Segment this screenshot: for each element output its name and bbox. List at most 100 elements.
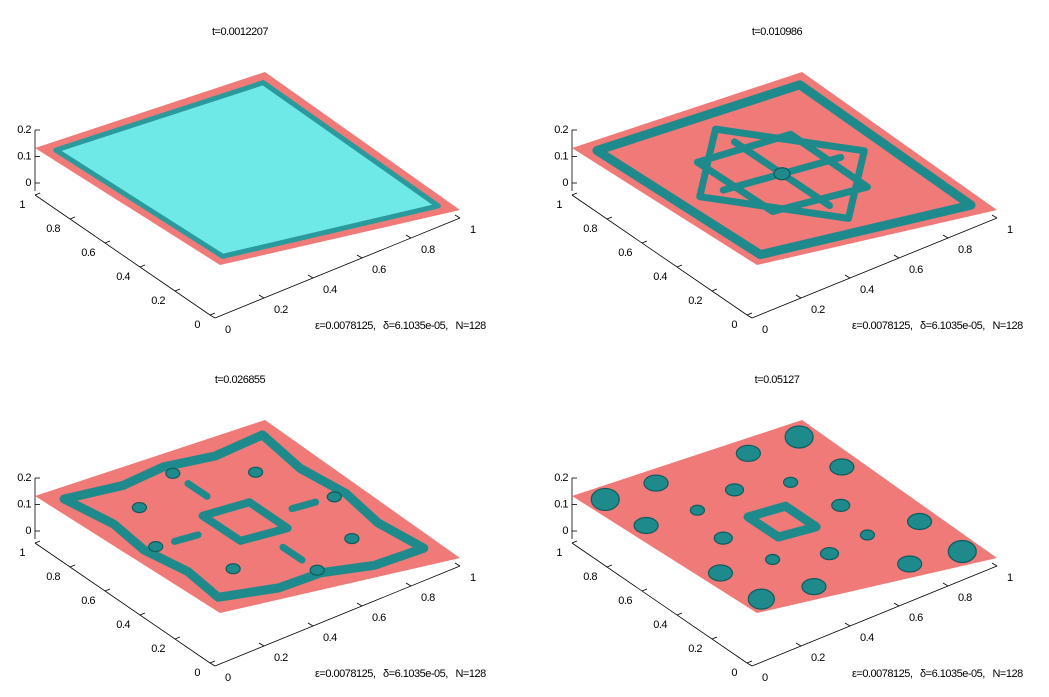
y-tick	[746, 312, 753, 316]
surface-peak	[248, 466, 264, 478]
x-tick-label: 0.6	[372, 612, 386, 624]
y-tick	[606, 564, 613, 568]
x-tick-label: 0	[762, 672, 768, 684]
y-tick-label: 0.8	[583, 571, 597, 583]
x-tick	[356, 602, 363, 607]
surface-peak	[747, 588, 775, 610]
y-tick-label: 0.2	[151, 295, 165, 307]
x-tick	[307, 274, 314, 279]
y-tick-label: 0.2	[688, 643, 702, 655]
y-tick-label: 0.6	[81, 247, 95, 259]
x-tick	[942, 582, 949, 587]
surface-peak	[735, 444, 761, 462]
x-tick	[209, 662, 216, 667]
surface-peak	[831, 498, 851, 512]
surface-ridge	[198, 498, 292, 545]
x-tick-label: 0.4	[860, 632, 874, 644]
y-tick	[711, 288, 718, 292]
surface-peak	[897, 555, 923, 573]
y-tick	[711, 636, 718, 640]
x-tick-label: 1	[1007, 224, 1013, 236]
surface-peak	[819, 547, 840, 561]
surface-plateau	[53, 80, 441, 259]
x-tick-label: 1	[1007, 572, 1013, 584]
surface-peak	[801, 578, 827, 596]
y-tick-label: 0.4	[116, 619, 130, 631]
surface-peak	[783, 476, 799, 488]
y-tick-label: 1	[19, 547, 25, 559]
y-tick-label: 0	[194, 667, 200, 679]
subplot: 00.20.40.60.8100.20.40.60.8100.10.2t=0.0…	[554, 374, 1023, 684]
y-tick-label: 1	[556, 547, 562, 559]
surface-peak	[326, 491, 342, 503]
y-tick	[69, 216, 76, 220]
x-tick-label: 0.4	[323, 284, 337, 296]
parameter-annotation: ε=0.0078125, δ=6.1035e-05, N=128	[315, 668, 486, 680]
surface-peak	[829, 458, 855, 476]
surface-ridge	[279, 543, 306, 564]
x-tick	[746, 314, 753, 319]
surface-peak	[947, 539, 977, 564]
y-tick-label: 0.4	[653, 619, 667, 631]
z-tick-label: 0.1	[17, 498, 31, 510]
axis-line	[214, 565, 461, 667]
parameter-annotation: ε=0.0078125, δ=6.1035e-05, N=128	[315, 320, 486, 332]
x-tick-label: 0	[225, 324, 231, 336]
surface-ridge	[592, 80, 976, 260]
x-tick-label: 0.2	[811, 652, 825, 664]
x-tick-label: 0.2	[274, 652, 288, 664]
surface-peak	[713, 531, 733, 545]
surface-peak	[590, 487, 620, 512]
chart-title: t=0.026855	[215, 374, 266, 386]
surface-peak	[148, 541, 164, 553]
y-tick	[174, 636, 181, 640]
y-tick	[641, 588, 648, 592]
x-tick-label: 0.4	[860, 284, 874, 296]
y-tick-label: 0.8	[583, 223, 597, 235]
y-tick	[34, 192, 41, 196]
x-tick	[795, 294, 802, 299]
y-tick-label: 0	[731, 319, 737, 331]
subplot-body: 00.20.40.60.8100.20.40.60.8100.10.2t=0.0…	[554, 374, 1023, 684]
x-tick	[844, 622, 851, 627]
axis-line	[751, 565, 998, 667]
x-tick-label: 0.2	[274, 304, 288, 316]
subplot-body: 00.20.40.60.8100.20.40.60.8100.10.2t=0.0…	[554, 26, 1023, 336]
x-tick-label: 0.8	[421, 244, 435, 256]
y-tick-label: 0.6	[618, 247, 632, 259]
x-tick	[209, 314, 216, 319]
y-tick-label: 0.2	[688, 295, 702, 307]
subplot-body: 00.20.40.60.8100.20.40.60.8100.10.2t=0.0…	[17, 374, 486, 684]
z-tick-label: 0.1	[17, 150, 31, 162]
y-tick	[606, 216, 613, 220]
y-tick-label: 0.4	[116, 271, 130, 283]
x-tick	[942, 234, 949, 239]
surface-peak	[165, 467, 181, 479]
surface-ridge	[59, 430, 429, 602]
y-tick-label: 0.2	[151, 643, 165, 655]
axis-line	[34, 194, 211, 316]
y-tick	[139, 612, 146, 616]
surface-ridge	[693, 130, 871, 216]
x-tick	[795, 642, 802, 647]
surface-peak	[707, 564, 734, 582]
surface-peak	[906, 512, 933, 531]
surface-peak	[344, 532, 360, 545]
y-tick	[34, 540, 41, 544]
axis-line	[34, 542, 211, 664]
subplot-body: 00.20.40.60.8100.20.40.60.8100.10.2t=0.0…	[17, 26, 486, 336]
axis-line	[571, 194, 748, 316]
z-tick-label: 0.1	[554, 150, 568, 162]
x-tick-label: 0	[762, 324, 768, 336]
x-tick-label: 0.6	[909, 264, 923, 276]
y-tick	[104, 588, 111, 592]
y-tick-label: 0	[731, 667, 737, 679]
x-tick	[258, 294, 265, 299]
axis-line	[214, 217, 461, 319]
parameter-annotation: ε=0.0078125, δ=6.1035e-05, N=128	[852, 320, 1023, 332]
z-tick-label: 0.2	[17, 472, 31, 484]
x-tick	[454, 214, 461, 219]
x-tick-label: 0	[225, 672, 231, 684]
y-tick-label: 1	[19, 199, 25, 211]
x-tick	[405, 582, 412, 587]
